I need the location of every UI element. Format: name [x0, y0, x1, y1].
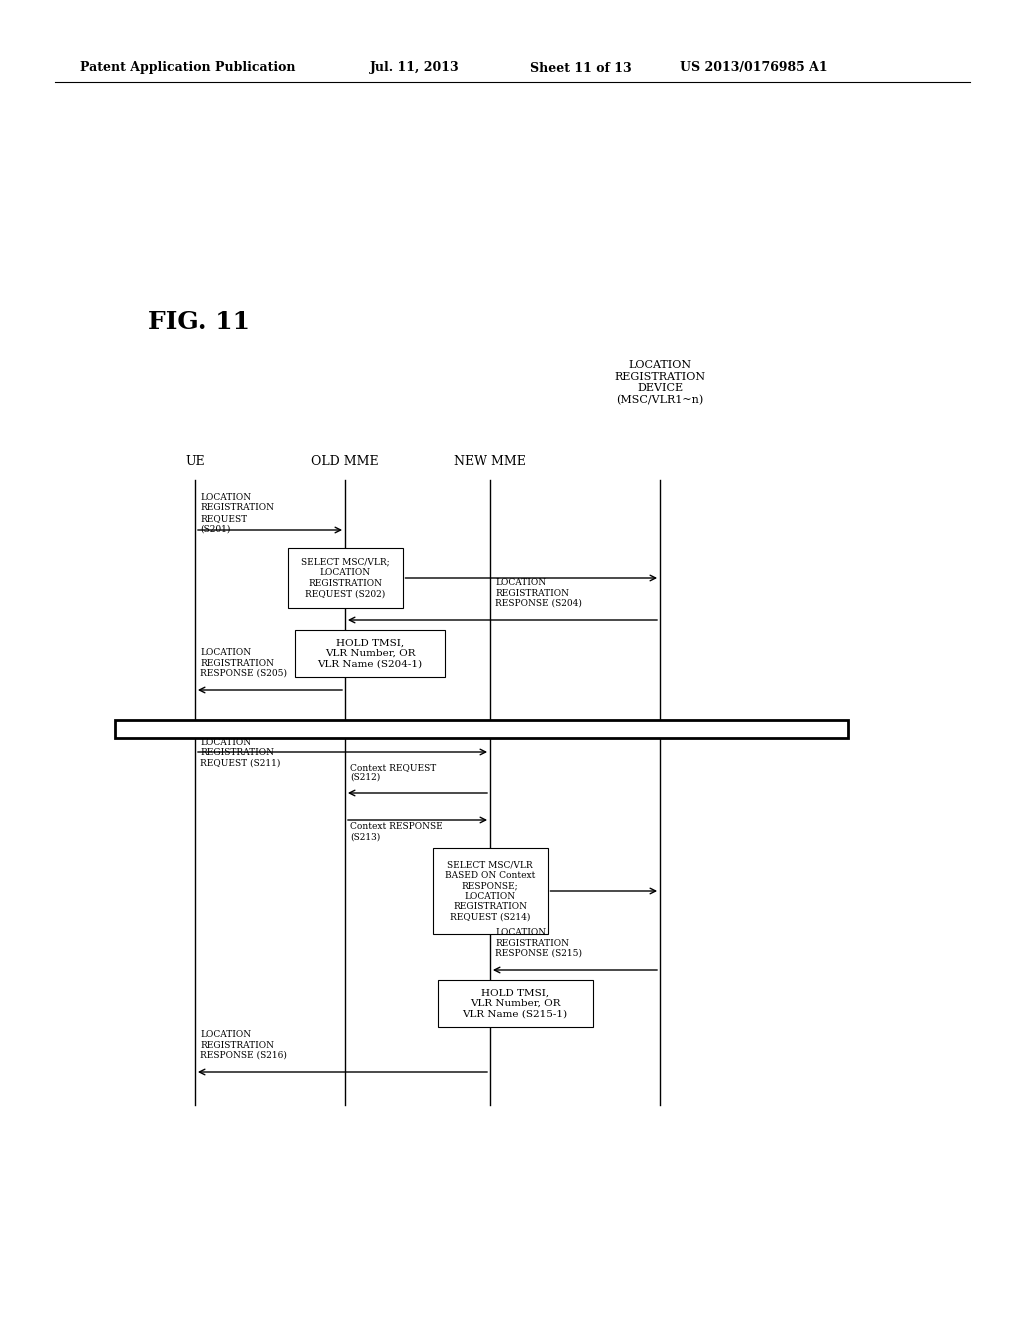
Text: Context RESPONSE
(S213): Context RESPONSE (S213)	[350, 822, 442, 841]
Bar	[295, 630, 445, 677]
Text: FIG. 11: FIG. 11	[148, 310, 250, 334]
Text: LOCATION
REGISTRATION
REQUEST
(S201): LOCATION REGISTRATION REQUEST (S201)	[200, 492, 274, 533]
Text: LOCATION
REGISTRATION
DEVICE
(MSC/VLR1~n): LOCATION REGISTRATION DEVICE (MSC/VLR1~n…	[614, 360, 706, 405]
Text: SELECT MSC/VLR;
LOCATION
REGISTRATION
REQUEST (S202): SELECT MSC/VLR; LOCATION REGISTRATION RE…	[301, 558, 389, 598]
Text: Patent Application Publication: Patent Application Publication	[80, 62, 296, 74]
Text: LOCATION
REGISTRATION
RESPONSE (S215): LOCATION REGISTRATION RESPONSE (S215)	[495, 928, 582, 958]
Polygon shape	[115, 719, 848, 738]
Bar	[437, 979, 593, 1027]
Text: HOLD TMSI,
VLR Number, OR
VLR Name (S204-1): HOLD TMSI, VLR Number, OR VLR Name (S204…	[317, 639, 423, 668]
Text: SELECT MSC/VLR
BASED ON Context
RESPONSE;
LOCATION
REGISTRATION
REQUEST (S214): SELECT MSC/VLR BASED ON Context RESPONSE…	[444, 861, 536, 921]
Bar	[288, 548, 402, 609]
Text: Context REQUEST
(S212): Context REQUEST (S212)	[350, 763, 436, 781]
Text: LOCATION
REGISTRATION
RESPONSE (S205): LOCATION REGISTRATION RESPONSE (S205)	[200, 648, 287, 678]
Text: Jul. 11, 2013: Jul. 11, 2013	[370, 62, 460, 74]
Text: NEW MME: NEW MME	[454, 455, 526, 469]
Bar	[432, 847, 548, 935]
Text: HOLD TMSI,
VLR Number, OR
VLR Name (S215-1): HOLD TMSI, VLR Number, OR VLR Name (S215…	[463, 989, 567, 1019]
Text: OLD MME: OLD MME	[311, 455, 379, 469]
Text: LOCATION
REGISTRATION
RESPONSE (S216): LOCATION REGISTRATION RESPONSE (S216)	[200, 1030, 287, 1060]
Text: Sheet 11 of 13: Sheet 11 of 13	[530, 62, 632, 74]
Text: LOCATION
REGISTRATION
REQUEST (S211): LOCATION REGISTRATION REQUEST (S211)	[200, 738, 281, 768]
Text: LOCATION
REGISTRATION
RESPONSE (S204): LOCATION REGISTRATION RESPONSE (S204)	[495, 578, 582, 609]
Text: UE: UE	[185, 455, 205, 469]
Text: US 2013/0176985 A1: US 2013/0176985 A1	[680, 62, 827, 74]
